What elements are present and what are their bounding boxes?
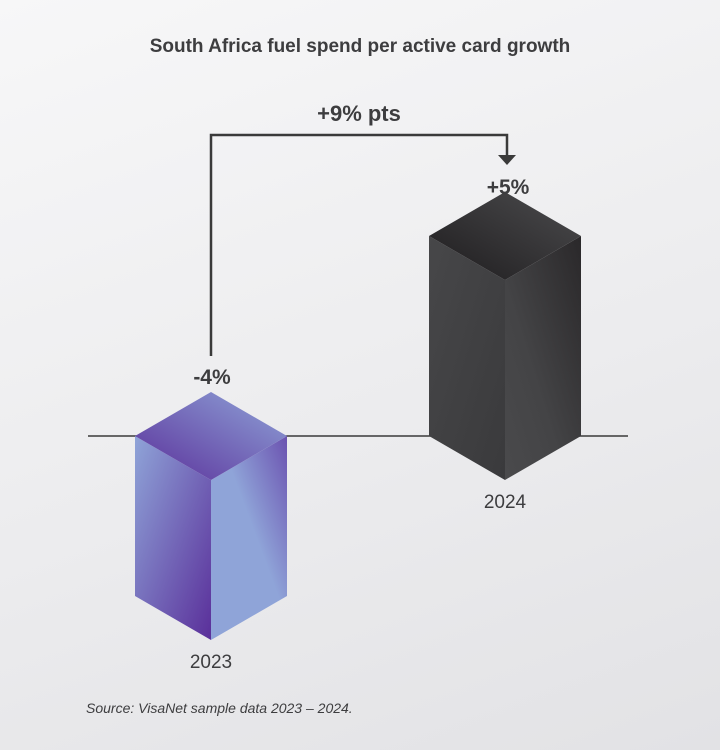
- source-note: Source: VisaNet sample data 2023 – 2024.: [86, 700, 353, 716]
- bar-2023-front-face: [135, 436, 211, 640]
- value-label-2023: -4%: [193, 366, 231, 389]
- bar-2023-side-face: [211, 436, 287, 640]
- bar-2023: [135, 392, 287, 640]
- change-annotation: +9% pts: [317, 101, 401, 126]
- bar-2024-front-face: [429, 236, 505, 480]
- category-label-2023: 2023: [190, 652, 232, 673]
- value-label-2024: +5%: [487, 176, 530, 199]
- change-connector-arrow: [498, 155, 516, 165]
- bar-2023-top-face: [135, 392, 287, 480]
- chart-title: South Africa fuel spend per active card …: [149, 36, 571, 57]
- change-connector-line: [209, 133, 509, 356]
- category-label-2024: 2024: [484, 492, 527, 513]
- bar-2024-top-face: [429, 192, 581, 280]
- bar-2024: [429, 192, 581, 480]
- bar-2024-side-face: [505, 236, 581, 480]
